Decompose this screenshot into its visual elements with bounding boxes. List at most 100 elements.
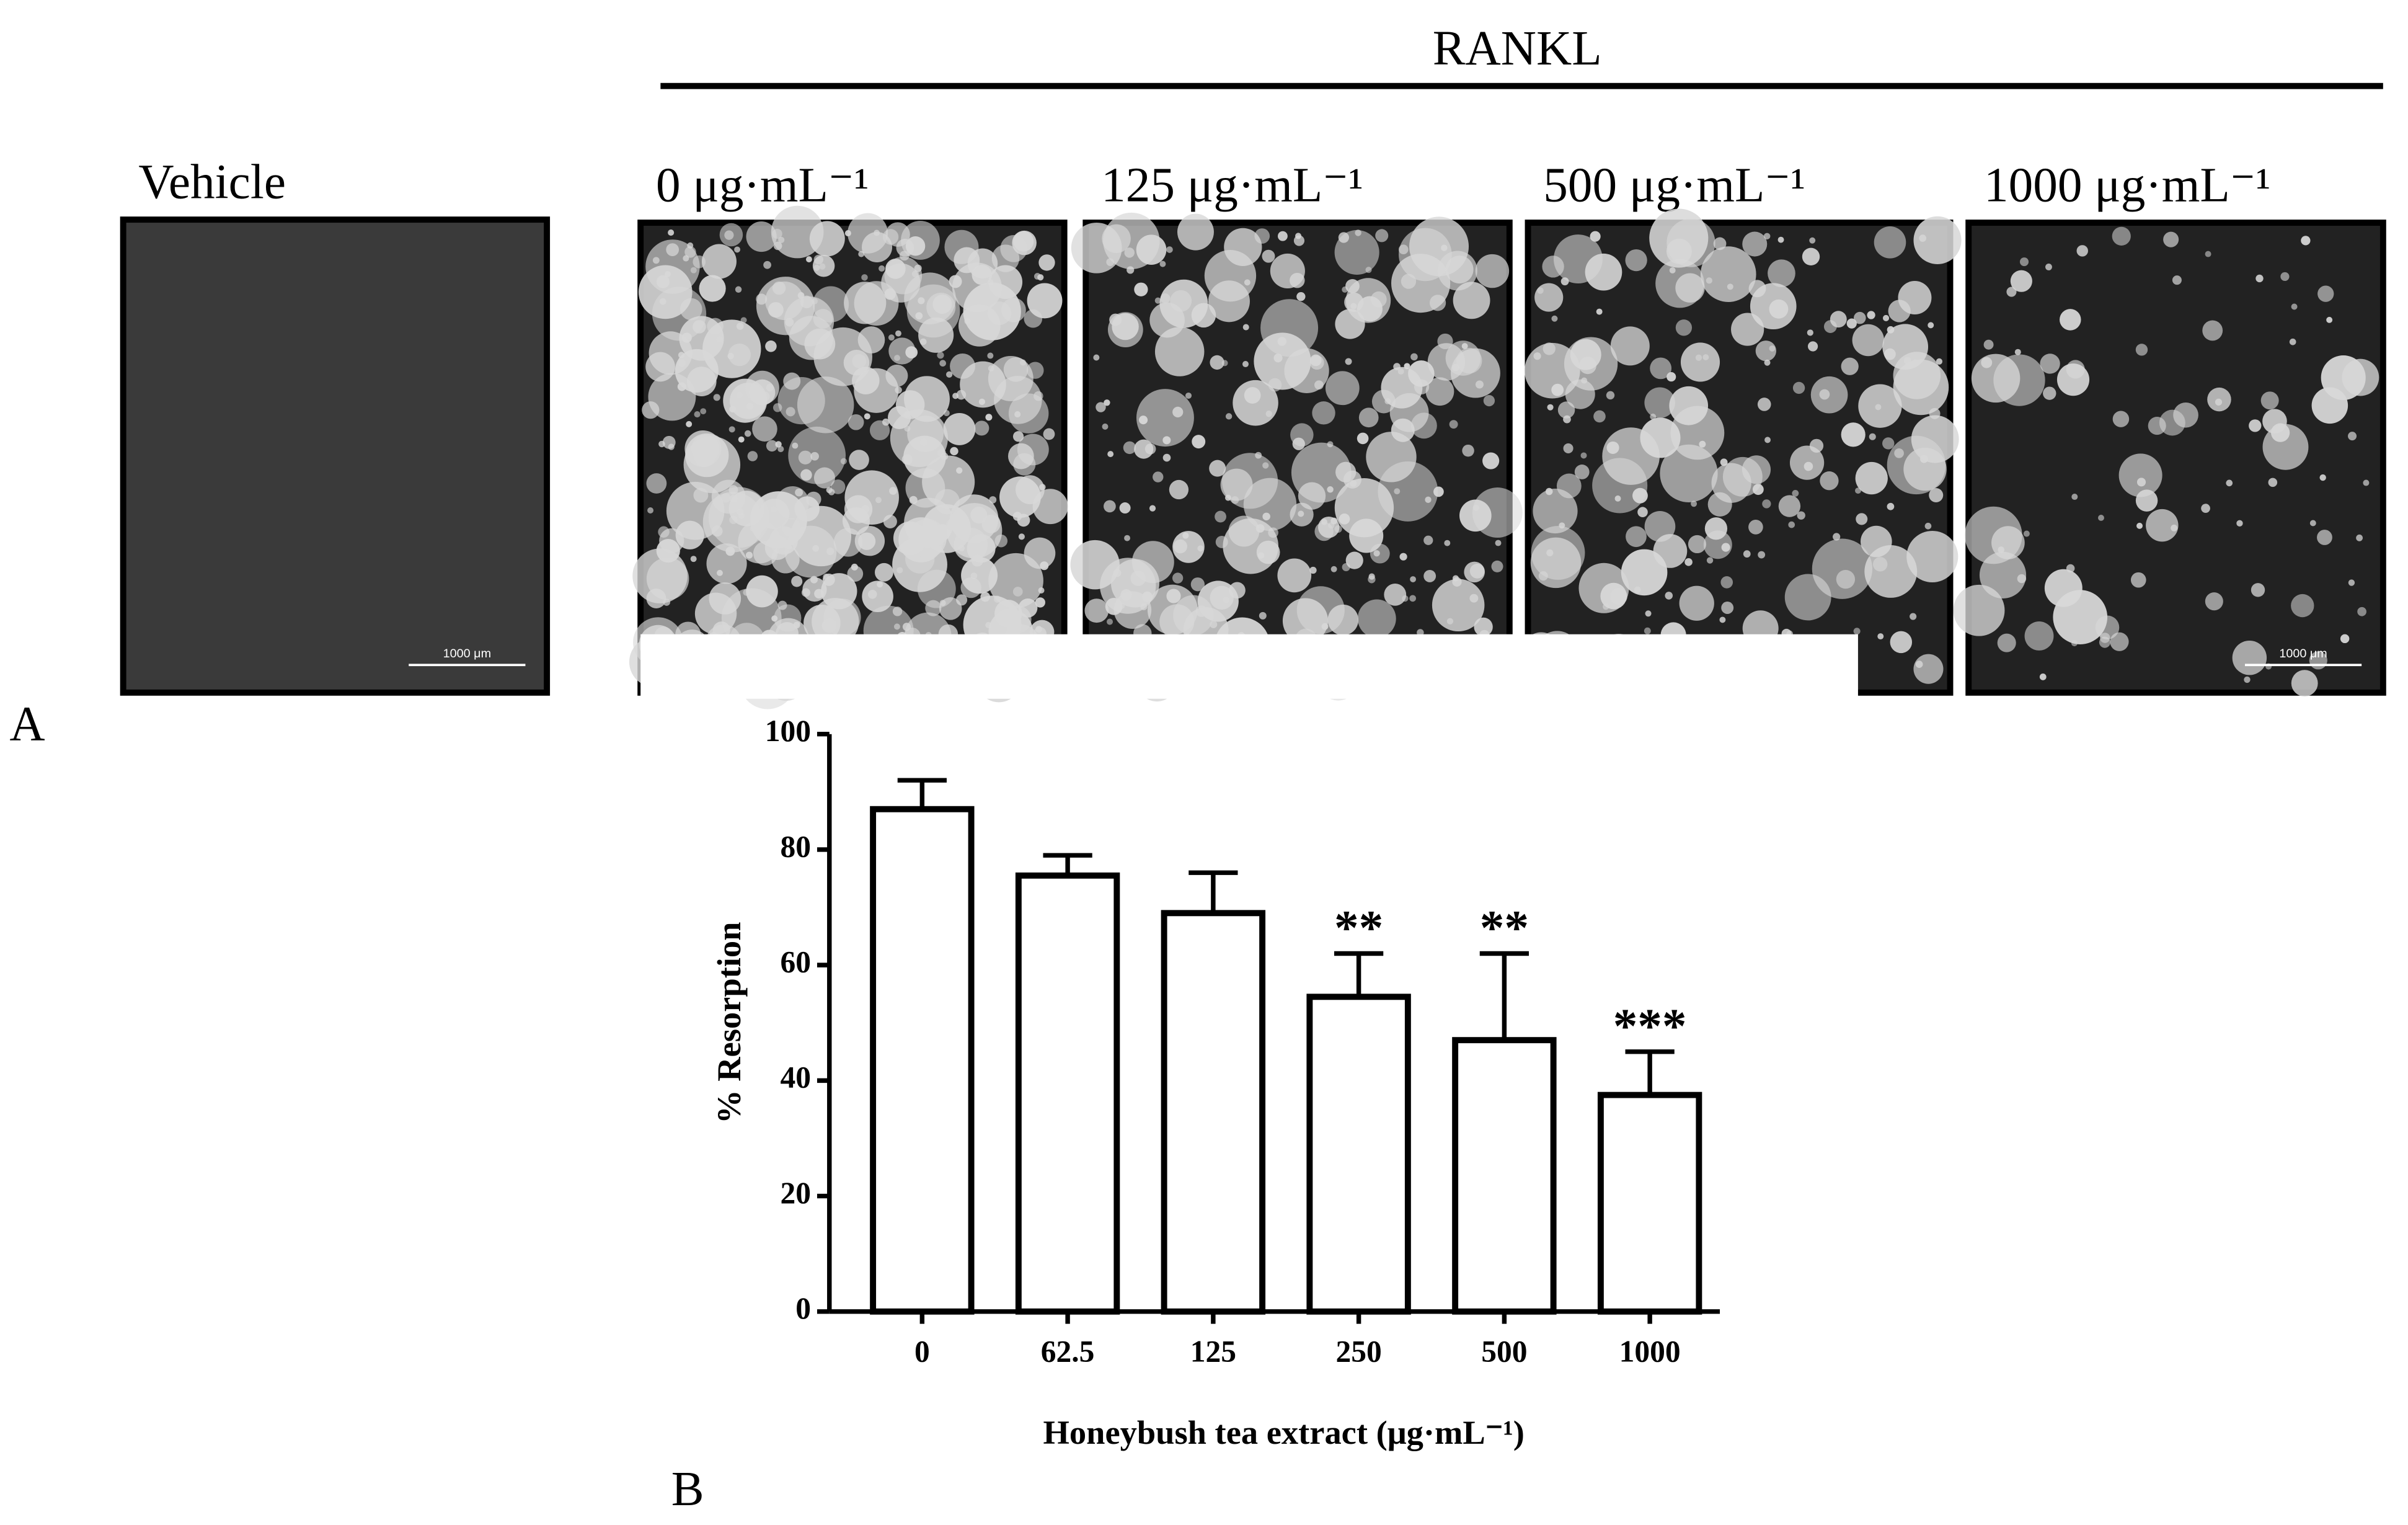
texture-blob [1166,246,1173,253]
texture-blob [699,275,726,302]
texture-blob [747,451,758,461]
texture-blob [2112,411,2130,427]
texture-blob [949,275,962,288]
texture-blob [2291,303,2298,310]
texture-blob [901,221,940,260]
texture-blob [1534,283,1564,312]
texture-blob [1898,281,1932,315]
texture-blob [1882,437,1895,450]
texture-blob [2348,432,2357,441]
texture-blob [746,575,778,608]
texture-blob [1809,237,1816,244]
texture-blob [1812,538,1873,599]
texture-blob [1864,545,1918,598]
texture-blob [1547,404,1554,411]
texture-blob [1700,246,1756,302]
texture-blob [1691,500,1698,507]
texture-blob [1119,502,1131,514]
texture-blob [752,416,777,442]
texture-blob [2060,309,2081,331]
texture-blob [1104,399,1110,406]
texture-blob [849,450,869,470]
texture-blob [1370,543,1390,564]
texture-blob [1244,387,1261,404]
texture-blob [885,364,908,387]
texture-blob [1284,348,1329,393]
texture-blob [1580,452,1587,459]
texture-blob [2017,574,2027,584]
texture-blob [1335,461,1357,482]
texture-blob [1130,571,1146,586]
texture-blob [1008,393,1049,433]
texture-blob [1650,413,1657,420]
texture-blob [806,491,821,507]
texture-blob [1394,488,1401,495]
texture-blob [1755,340,1777,362]
texture-blob [766,440,778,452]
texture-blob [937,352,944,359]
texture-blob [2118,453,2162,497]
texture-blob [1792,381,1805,394]
texture-blob [1748,520,1763,535]
texture-blob [907,416,944,452]
texture-blob [1645,610,1652,617]
texture-blob [1874,226,1906,259]
x-axis-title: Honeybush tea extract (μg·mL⁻¹) [1043,1413,1525,1451]
texture-blob [1296,292,1306,301]
texture-blob [2363,479,2370,486]
texture-blob [1339,513,1350,525]
texture-blob [943,413,976,445]
texture-blob [684,246,696,258]
texture-blob [1384,583,1407,606]
texture-blob [888,334,895,341]
texture-blob [1644,387,1675,419]
image-label: Vehicle [138,154,286,209]
texture-blob [647,507,654,514]
texture-blob [1721,602,1734,614]
texture-blob [725,546,735,556]
texture-blob [1742,231,1768,257]
texture-blob [1763,233,1771,240]
texture-blob [2071,494,2078,500]
texture-blob [1191,303,1216,328]
overlay-patch [640,634,1858,699]
texture-blob [2024,621,2054,651]
texture-blob [771,205,824,259]
texture-blob [2205,592,2223,611]
texture-blob [728,426,735,433]
texture-blob [719,223,743,247]
texture-blob [988,365,994,371]
texture-blob [1325,371,1360,406]
texture-blob [1564,337,1618,391]
texture-blob [810,576,818,584]
texture-blob [2268,478,2278,487]
y-tick-label: 40 [781,1060,812,1095]
texture-blob [2357,607,2366,616]
texture-blob [813,254,824,265]
texture-blob [1124,247,1135,258]
texture-blob [1071,222,1122,273]
texture-blob [1640,417,1681,458]
texture-blob [1530,537,1582,589]
texture-blob [2260,391,2279,410]
texture-blob [776,486,809,520]
texture-blob [2135,344,2148,356]
texture-blob [734,246,741,253]
texture-blob [1669,267,1676,273]
texture-blob [1172,572,1184,584]
texture-blob [1100,558,1156,614]
texture-blob [1381,367,1423,409]
y-tick-label: 100 [765,714,811,748]
texture-blob [812,545,820,552]
texture-blob [1720,576,1733,589]
texture-blob [2112,226,2131,246]
texture-blob [1350,479,1357,487]
texture-blob [848,414,864,430]
texture-blob [1277,231,1288,241]
texture-blob [1423,570,1436,582]
texture-blob [2010,270,2032,292]
texture-blob [1778,495,1801,517]
texture-blob [1706,277,1712,284]
texture-blob [1644,510,1676,542]
texture-blob [1231,496,1239,504]
